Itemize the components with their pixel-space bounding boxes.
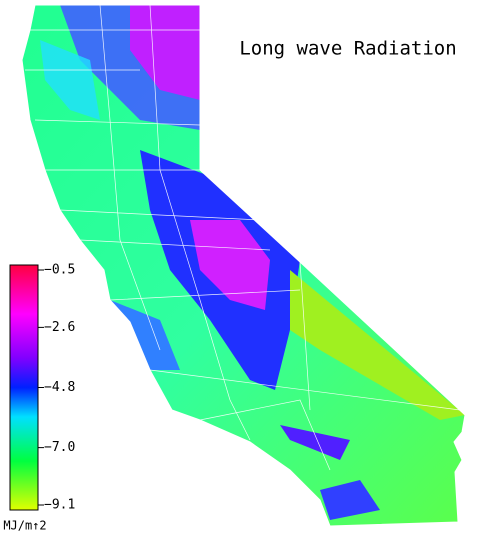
colorbar-tick-label: −4.8 [44, 380, 75, 395]
colorbar-unit: MJ/m↑2 [3, 519, 46, 533]
colorbar [9, 264, 39, 511]
map-title: Long wave Radiation [239, 38, 456, 60]
colorbar-tick-label: −0.5 [44, 263, 75, 278]
colorbar-tick-label: −9.1 [44, 498, 75, 513]
colorbar-tick-label: −2.6 [44, 320, 75, 335]
state-outline [21, 4, 466, 527]
county-lines [25, 4, 461, 471]
colorbar-tick-label: −7.0 [44, 440, 75, 455]
